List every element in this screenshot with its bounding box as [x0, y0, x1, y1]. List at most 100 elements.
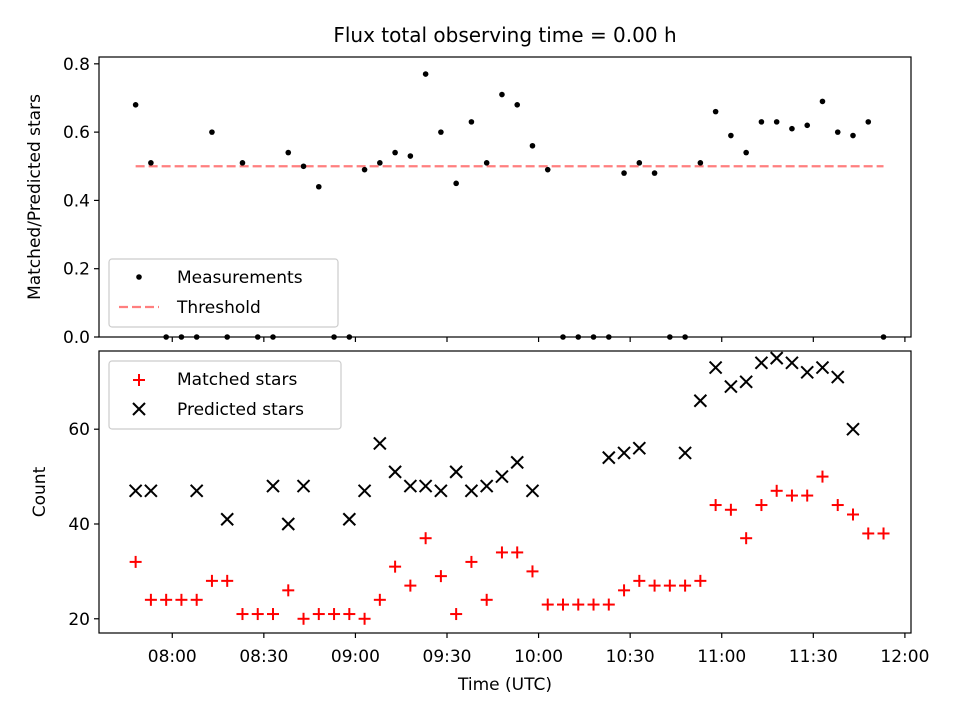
predicted-star-point: [510, 455, 524, 470]
matched-star-point: [190, 593, 203, 606]
ratio-y-tick-label: 0.6: [63, 123, 90, 143]
predicted-star-point: [769, 351, 784, 365]
predicted-star-point: [373, 436, 387, 451]
matched-star-point: [205, 574, 218, 587]
measurement-point: [804, 122, 811, 129]
predicted-star-point: [602, 450, 616, 465]
measurement-point: [865, 119, 872, 125]
x-axis-label: Time (UTC): [457, 675, 552, 695]
predicted-star-point: [754, 356, 769, 370]
matched-star-point: [495, 546, 508, 559]
predicted-star-point: [739, 375, 753, 389]
matched-star-point: [663, 579, 676, 592]
count-y-tick-label: 20: [68, 610, 90, 630]
predicted-star-point: [815, 360, 830, 375]
measurement-point: [819, 98, 826, 105]
predicted-star-point: [434, 484, 448, 498]
measurement-point: [361, 166, 368, 173]
count-y-axis-label: Count: [30, 466, 50, 517]
measurement-point: [758, 119, 765, 125]
measurement-point: [407, 153, 414, 159]
ratio-plot-frame: [98, 56, 912, 338]
predicted-star-point: [846, 422, 860, 436]
x-tick-label: 10:30: [606, 647, 655, 667]
predicted-star-point: [128, 484, 143, 498]
matched-star-point: [312, 608, 325, 621]
predicted-star-point: [189, 484, 204, 498]
ratio-y-tick-label: 0.2: [63, 260, 90, 280]
matched-star-point: [694, 574, 707, 587]
matched-star-point: [465, 555, 478, 568]
legend-threshold-label: Threshold: [176, 298, 261, 318]
predicted-star-point: [144, 484, 158, 498]
measurement-point: [148, 160, 154, 166]
matched-star-point: [129, 555, 142, 568]
predicted-star-point: [342, 512, 357, 526]
count-y-tick-label: 60: [68, 420, 90, 440]
predicted-star-point: [678, 446, 692, 460]
measurement-point: [438, 129, 444, 135]
matched-star-point: [450, 608, 463, 621]
ratio-y-tick-label: 0.4: [63, 191, 90, 211]
matched-star-point: [282, 584, 295, 597]
matched-star-point: [816, 470, 829, 483]
count-y-tick-label: 40: [68, 515, 90, 535]
ratio-legend: Measurements Threshold: [108, 258, 339, 328]
matched-star-point: [389, 560, 402, 573]
x-tick-label: 09:00: [331, 647, 380, 667]
x-tick-label: 08:30: [239, 647, 288, 667]
predicted-star-point: [296, 479, 311, 493]
measurement-point: [468, 119, 475, 125]
matched-star-point: [511, 546, 524, 559]
matched-star-point: [160, 593, 173, 606]
measurement-point: [422, 71, 429, 77]
x-tick-label: 11:00: [697, 647, 746, 667]
measurement-point: [544, 166, 551, 173]
matched-star-point: [358, 612, 371, 625]
matched-star-point: [572, 598, 585, 611]
predicted-star-point: [632, 441, 647, 455]
x-tick-label: 11:30: [789, 647, 838, 667]
count-panel: 20 40 60 08:00 08:30 09:00 09:30 10:00 10:30 11:…: [30, 350, 929, 695]
count-plot-frame: [98, 350, 912, 634]
ratio-y-tick-label: 0.0: [63, 328, 90, 348]
chart-title: Flux total observing time = 0.00 h: [333, 23, 676, 47]
measurement-point: [453, 180, 459, 187]
measurement-point: [834, 129, 841, 135]
matched-star-point: [267, 608, 279, 621]
predicted-star-point: [464, 484, 479, 498]
x-tick-label: 12:00: [880, 647, 929, 667]
matched-star-point: [785, 489, 798, 502]
matched-star-point: [434, 570, 447, 583]
measurement-point: [651, 170, 658, 176]
matched-star-point: [801, 489, 814, 502]
matched-star-point: [328, 608, 341, 621]
predicted-star-point: [418, 479, 433, 493]
measurement-point: [773, 119, 780, 125]
matched-star-point: [144, 593, 157, 606]
predicted-star-point: [617, 446, 631, 460]
measurement-point: [789, 125, 795, 132]
measurement-point: [850, 132, 856, 139]
predicted-star-point: [403, 479, 418, 493]
matched-star-point: [251, 608, 264, 621]
matched-star-point: [343, 608, 356, 621]
matched-star-point: [373, 593, 386, 606]
matched-star-point: [770, 484, 783, 497]
matched-star-point: [648, 579, 661, 592]
ratio-y-axis-label: Matched/Predicted stars: [25, 94, 45, 300]
measurement-point: [697, 160, 704, 166]
matched-star-point: [862, 527, 875, 540]
predicted-star-point: [449, 465, 463, 479]
matched-star-point: [847, 508, 859, 521]
matched-star-point: [877, 527, 890, 540]
matched-star-point: [175, 593, 188, 606]
matched-star-point: [755, 499, 768, 512]
count-legend-box: [108, 360, 342, 430]
matched-star-point: [724, 503, 737, 516]
measurement-point: [392, 149, 398, 156]
measurement-point: [300, 163, 307, 170]
ratio-panel: Flux total observing time = 0.00 h 0.0 0.…: [25, 23, 912, 348]
legend-matched-label: Matched stars: [177, 370, 297, 390]
matched-star-point: [618, 584, 631, 597]
